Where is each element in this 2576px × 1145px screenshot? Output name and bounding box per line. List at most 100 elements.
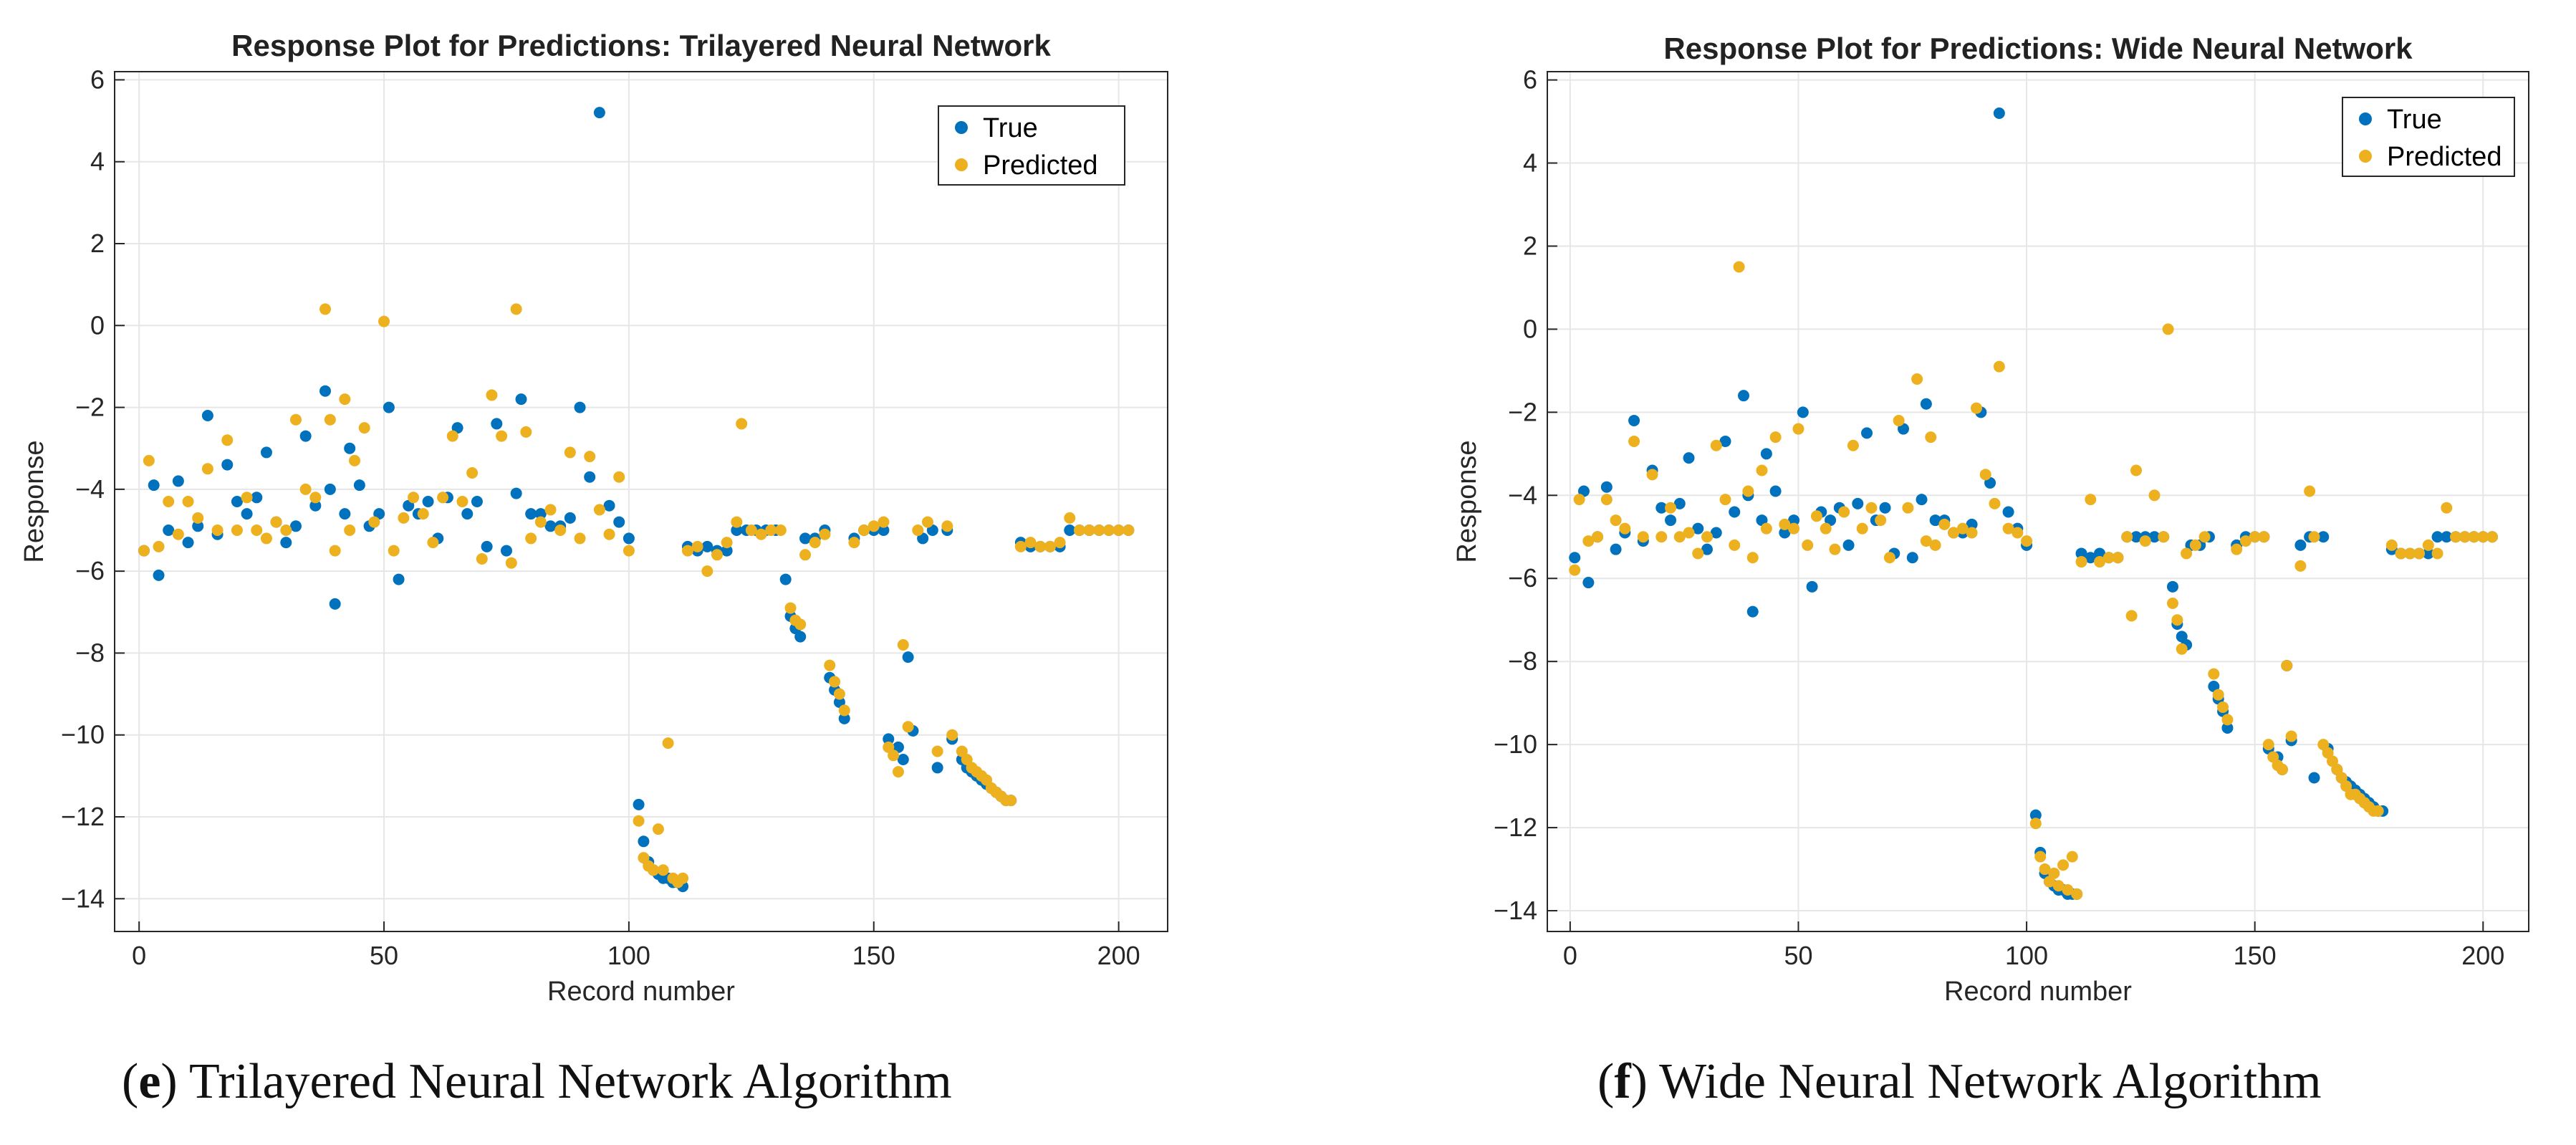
predicted-point (1683, 527, 1695, 539)
predicted-point (2413, 547, 2426, 560)
predicted-point (921, 516, 933, 528)
y-tick-label: −14 (1494, 896, 1537, 925)
true-point (1600, 481, 1613, 493)
predicted-point (1701, 531, 1714, 543)
predicted-point (848, 537, 860, 549)
predicted-point (2162, 323, 2174, 335)
legend-marker-true (2359, 112, 2372, 125)
true-point (1628, 414, 1640, 426)
true-point (1683, 452, 1695, 464)
predicted-point (892, 766, 904, 778)
caption-text: Wide Neural Network Algorithm (1647, 1054, 2322, 1109)
y-tick-label: 2 (1523, 231, 1537, 260)
predicted-point (2395, 547, 2407, 560)
predicted-point (657, 864, 669, 876)
predicted-point (1989, 497, 2001, 509)
true-point (241, 508, 253, 520)
predicted-point (368, 516, 380, 528)
predicted-point (2372, 805, 2384, 817)
predicted-point (1123, 524, 1135, 536)
true-point (2221, 722, 2234, 734)
predicted-point (1865, 502, 1878, 514)
predicted-point (1875, 514, 1887, 527)
predicted-point (1993, 360, 2005, 373)
true-point (393, 573, 405, 585)
predicted-point (593, 504, 605, 516)
predicted-point (1746, 552, 1759, 564)
x-tick-label: 50 (370, 941, 398, 970)
legend-label-true: True (983, 113, 1038, 143)
true-point (153, 569, 165, 581)
predicted-point (912, 524, 924, 536)
chart-wide: 6 4 2 0 −2 −4 −6 −8 −10 −12 −14 0 50 100 150 200 Record … (1452, 32, 2529, 1007)
predicted-point (2208, 668, 2220, 680)
y-tick-label: −6 (1508, 563, 1537, 593)
caption-e: (e) Trilayered Neural Network Algorithm (122, 1054, 952, 1109)
true-point (2029, 809, 2042, 821)
true-point (1916, 494, 1928, 506)
predicted-point (2052, 880, 2065, 892)
caption-f: (f) Wide Neural Network Algorithm (1597, 1054, 2322, 1109)
predicted-point (677, 872, 689, 884)
legend-label-predicted: Predicted (983, 150, 1098, 181)
predicted-point (2158, 531, 2170, 543)
predicted-point (1054, 537, 1066, 549)
predicted-point (324, 413, 336, 426)
x-axis-label: Record number (547, 977, 735, 1007)
predicted-point (2085, 494, 2097, 506)
true-point (280, 537, 292, 549)
true-point (2441, 531, 2453, 543)
true-point (2422, 547, 2434, 560)
predicted-point (838, 704, 850, 717)
predicted-point (466, 467, 479, 479)
true-point (1701, 543, 1714, 555)
predicted-point (1733, 261, 1745, 273)
true-point (289, 520, 302, 532)
predicted-point (2062, 884, 2074, 896)
predicted-point (1956, 522, 1969, 535)
y-tick-label: 0 (90, 310, 105, 340)
predicted-point (2189, 539, 2201, 551)
predicted-point (221, 434, 234, 446)
predicted-point (2021, 535, 2033, 547)
x-tick-label: 200 (1097, 941, 1140, 970)
y-axis-label: Response (19, 440, 49, 562)
predicted-point (564, 446, 576, 459)
predicted-point (2212, 689, 2224, 701)
true-point (1738, 390, 1749, 402)
predicted-point (1779, 518, 1791, 530)
predicted-point (897, 639, 909, 651)
predicted-point (1883, 552, 1895, 564)
true-point (1569, 552, 1581, 564)
predicted-point (417, 508, 429, 520)
predicted-point (211, 524, 224, 536)
predicted-point (163, 496, 175, 507)
true-point (779, 573, 792, 585)
caption-letter: e (138, 1054, 161, 1109)
predicted-point (2166, 598, 2178, 610)
predicted-point (1044, 540, 1056, 552)
predicted-point (1600, 494, 1613, 506)
legend-label-predicted: Predicted (2387, 142, 2502, 172)
true-point (1064, 524, 1076, 536)
predicted-point (2404, 547, 2416, 560)
predicted-point (829, 676, 841, 688)
true-point (613, 516, 625, 528)
predicted-point (1938, 518, 1951, 530)
y-tick-label: 6 (90, 64, 105, 94)
predicted-point (2239, 535, 2251, 547)
predicted-point (456, 496, 468, 507)
predicted-point (358, 422, 370, 434)
predicted-point (2231, 543, 2243, 555)
y-axis-label: Response (1452, 440, 1482, 562)
legend-box (938, 105, 1125, 186)
predicted-point (941, 520, 953, 532)
predicted-point (1769, 431, 1782, 444)
predicted-point (1742, 485, 1754, 497)
true-point (309, 499, 322, 512)
legend-marker-predicted (2359, 150, 2372, 163)
predicted-point (2057, 859, 2070, 871)
true-point (838, 712, 850, 724)
predicted-point (309, 492, 322, 504)
predicted-point (2012, 527, 2024, 539)
